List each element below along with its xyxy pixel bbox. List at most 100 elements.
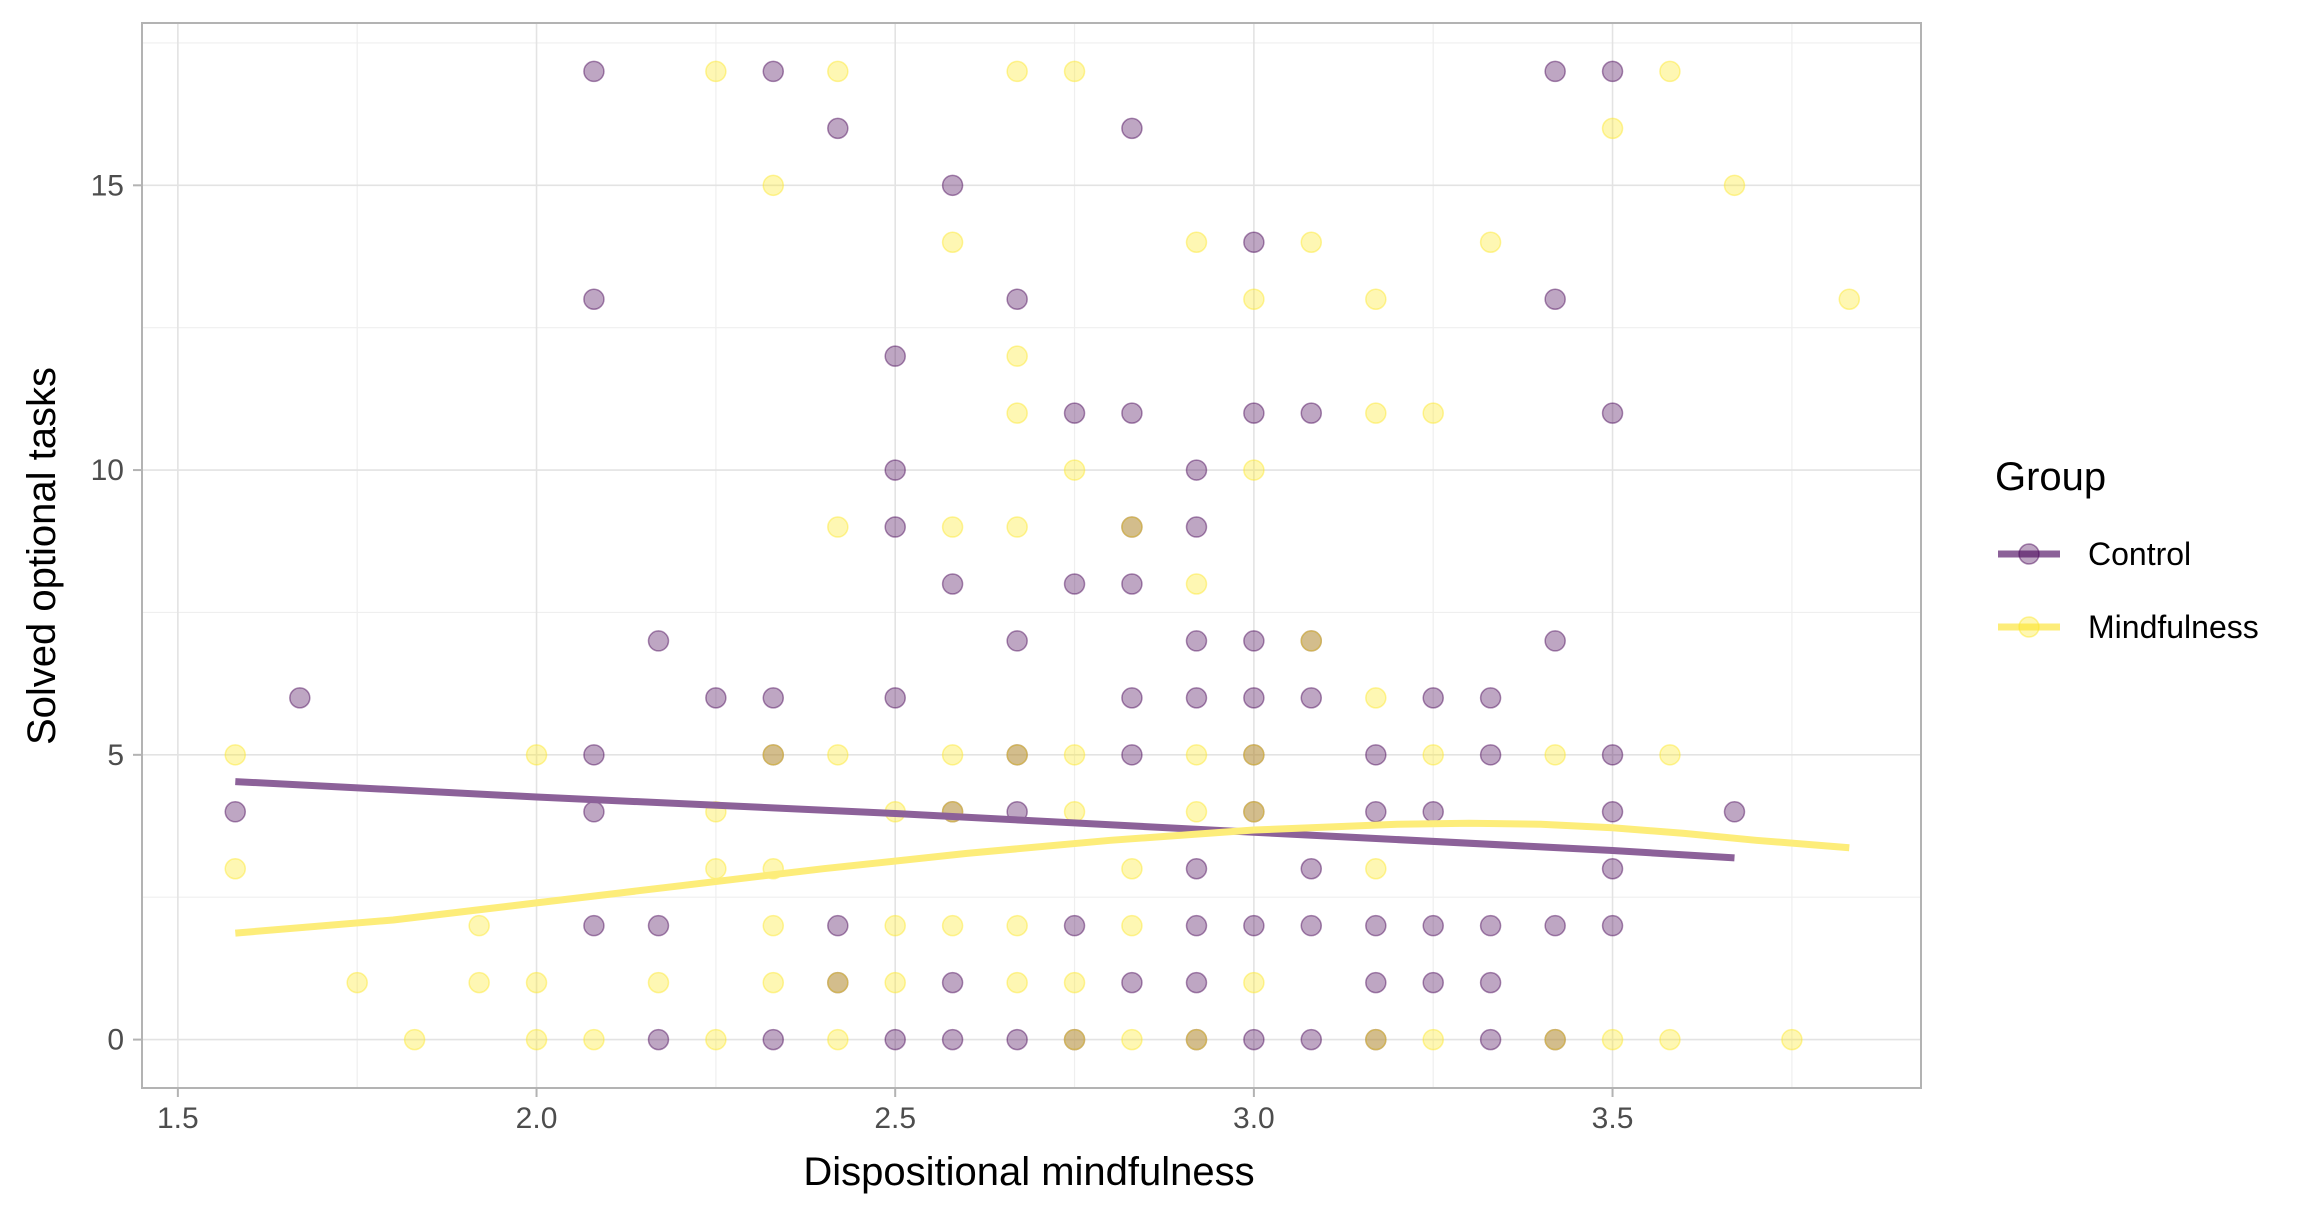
data-point-control — [1006, 630, 1028, 652]
data-point-mindfulness — [1063, 971, 1086, 994]
data-point-mindfulness — [1121, 516, 1143, 538]
data-point-control — [1185, 971, 1208, 994]
data-point-mindfulness — [1422, 1028, 1444, 1051]
data-point-mindfulness — [525, 744, 548, 766]
data-point-control — [1479, 744, 1502, 766]
data-point-control — [1121, 971, 1143, 994]
data-point-mindfulness — [941, 744, 964, 766]
data-point-control — [762, 744, 785, 766]
data-point-control — [1243, 914, 1265, 937]
data-point-mindfulness — [583, 1028, 605, 1051]
data-point-mindfulness — [884, 914, 906, 937]
y-tick-label: 15 — [91, 169, 124, 202]
data-point-mindfulness — [1121, 914, 1143, 937]
data-point-mindfulness — [647, 971, 670, 994]
data-point-control — [1601, 744, 1624, 766]
data-point-mindfulness — [1063, 60, 1086, 83]
data-point-control — [1479, 971, 1502, 994]
data-point-mindfulness — [827, 1028, 849, 1051]
data-point-control — [1300, 857, 1323, 880]
data-point-mindfulness — [1544, 744, 1566, 766]
data-point-mindfulness — [525, 971, 548, 994]
data-point-control — [1243, 402, 1265, 424]
data-point-mindfulness — [884, 971, 906, 994]
data-point-control — [941, 971, 964, 994]
data-point-control — [647, 1028, 670, 1051]
data-point-mindfulness — [827, 516, 849, 538]
legend-title: Group — [1995, 455, 2106, 499]
data-point-mindfulness — [705, 60, 727, 83]
data-point-control — [1300, 630, 1323, 652]
data-point-control — [1121, 117, 1143, 140]
data-point-mindfulness — [1063, 801, 1086, 823]
data-point-mindfulness — [762, 174, 785, 197]
data-point-mindfulness — [224, 857, 247, 880]
data-point-mindfulness — [1781, 1028, 1803, 1051]
data-point-control — [941, 573, 964, 595]
data-point-mindfulness — [941, 914, 964, 937]
data-point-control — [1601, 801, 1624, 823]
data-point-control — [1243, 1028, 1265, 1051]
data-point-control — [1479, 1028, 1502, 1051]
data-point-control — [1243, 801, 1265, 823]
data-point-control — [224, 801, 247, 823]
data-point-mindfulness — [224, 744, 247, 766]
trend-lines — [235, 778, 1850, 937]
data-point-control — [1185, 857, 1208, 880]
data-point-mindfulness — [1063, 1028, 1086, 1051]
legend: Group Control Mindfulness — [1995, 455, 2259, 645]
data-point-control — [647, 630, 670, 652]
data-point-mindfulness — [1544, 1028, 1566, 1051]
data-point-mindfulness — [1422, 402, 1444, 424]
data-point-control — [941, 174, 964, 197]
data-point-control — [1300, 1028, 1323, 1051]
data-points — [224, 60, 1861, 1051]
data-point-mindfulness — [1659, 744, 1681, 766]
y-tick-label: 5 — [107, 739, 124, 772]
data-point-control — [884, 516, 906, 538]
data-point-mindfulness — [1601, 117, 1624, 140]
data-point-control — [1185, 914, 1208, 937]
data-point-mindfulness — [1659, 1028, 1681, 1051]
x-axis-ticks: 1.5 2.0 2.5 3.0 3.5 — [157, 1088, 1633, 1135]
data-point-control — [1365, 801, 1387, 823]
data-point-control — [1365, 914, 1387, 937]
data-point-mindfulness — [1185, 801, 1208, 823]
data-point-control — [1185, 630, 1208, 652]
data-point-mindfulness — [941, 231, 964, 254]
data-point-mindfulness — [346, 971, 368, 994]
data-point-mindfulness — [827, 971, 849, 994]
trend-line-control — [235, 778, 1735, 862]
data-point-control — [1479, 687, 1502, 709]
data-point-mindfulness — [1006, 345, 1028, 367]
data-point-control — [1544, 288, 1566, 310]
data-point-control — [762, 687, 785, 709]
data-point-control — [289, 687, 311, 709]
data-point-control — [1063, 1028, 1086, 1051]
data-point-control — [827, 117, 849, 140]
data-point-control — [583, 60, 605, 83]
data-point-control — [1479, 914, 1502, 937]
data-point-control — [647, 914, 670, 937]
data-point-control — [1422, 914, 1444, 937]
legend-key-point-mindfulness — [2018, 616, 2040, 638]
data-point-mindfulness — [1063, 459, 1086, 481]
data-point-control — [1121, 402, 1143, 424]
data-point-control — [1185, 459, 1208, 481]
data-point-mindfulness — [1006, 516, 1028, 538]
data-point-mindfulness — [1365, 1028, 1387, 1051]
data-point-control — [827, 914, 849, 937]
data-point-control — [1365, 971, 1387, 994]
data-point-control — [1365, 744, 1387, 766]
data-point-mindfulness — [1006, 914, 1028, 937]
data-point-mindfulness — [1121, 857, 1143, 880]
data-point-control — [1544, 914, 1566, 937]
data-point-mindfulness — [1006, 744, 1028, 766]
data-point-control — [1243, 630, 1265, 652]
data-point-control — [1185, 1028, 1208, 1051]
data-point-control — [1601, 914, 1624, 937]
data-point-control — [827, 971, 849, 994]
data-point-control — [884, 1028, 906, 1051]
data-point-control — [1243, 231, 1265, 254]
major-gridlines — [142, 23, 1921, 1088]
